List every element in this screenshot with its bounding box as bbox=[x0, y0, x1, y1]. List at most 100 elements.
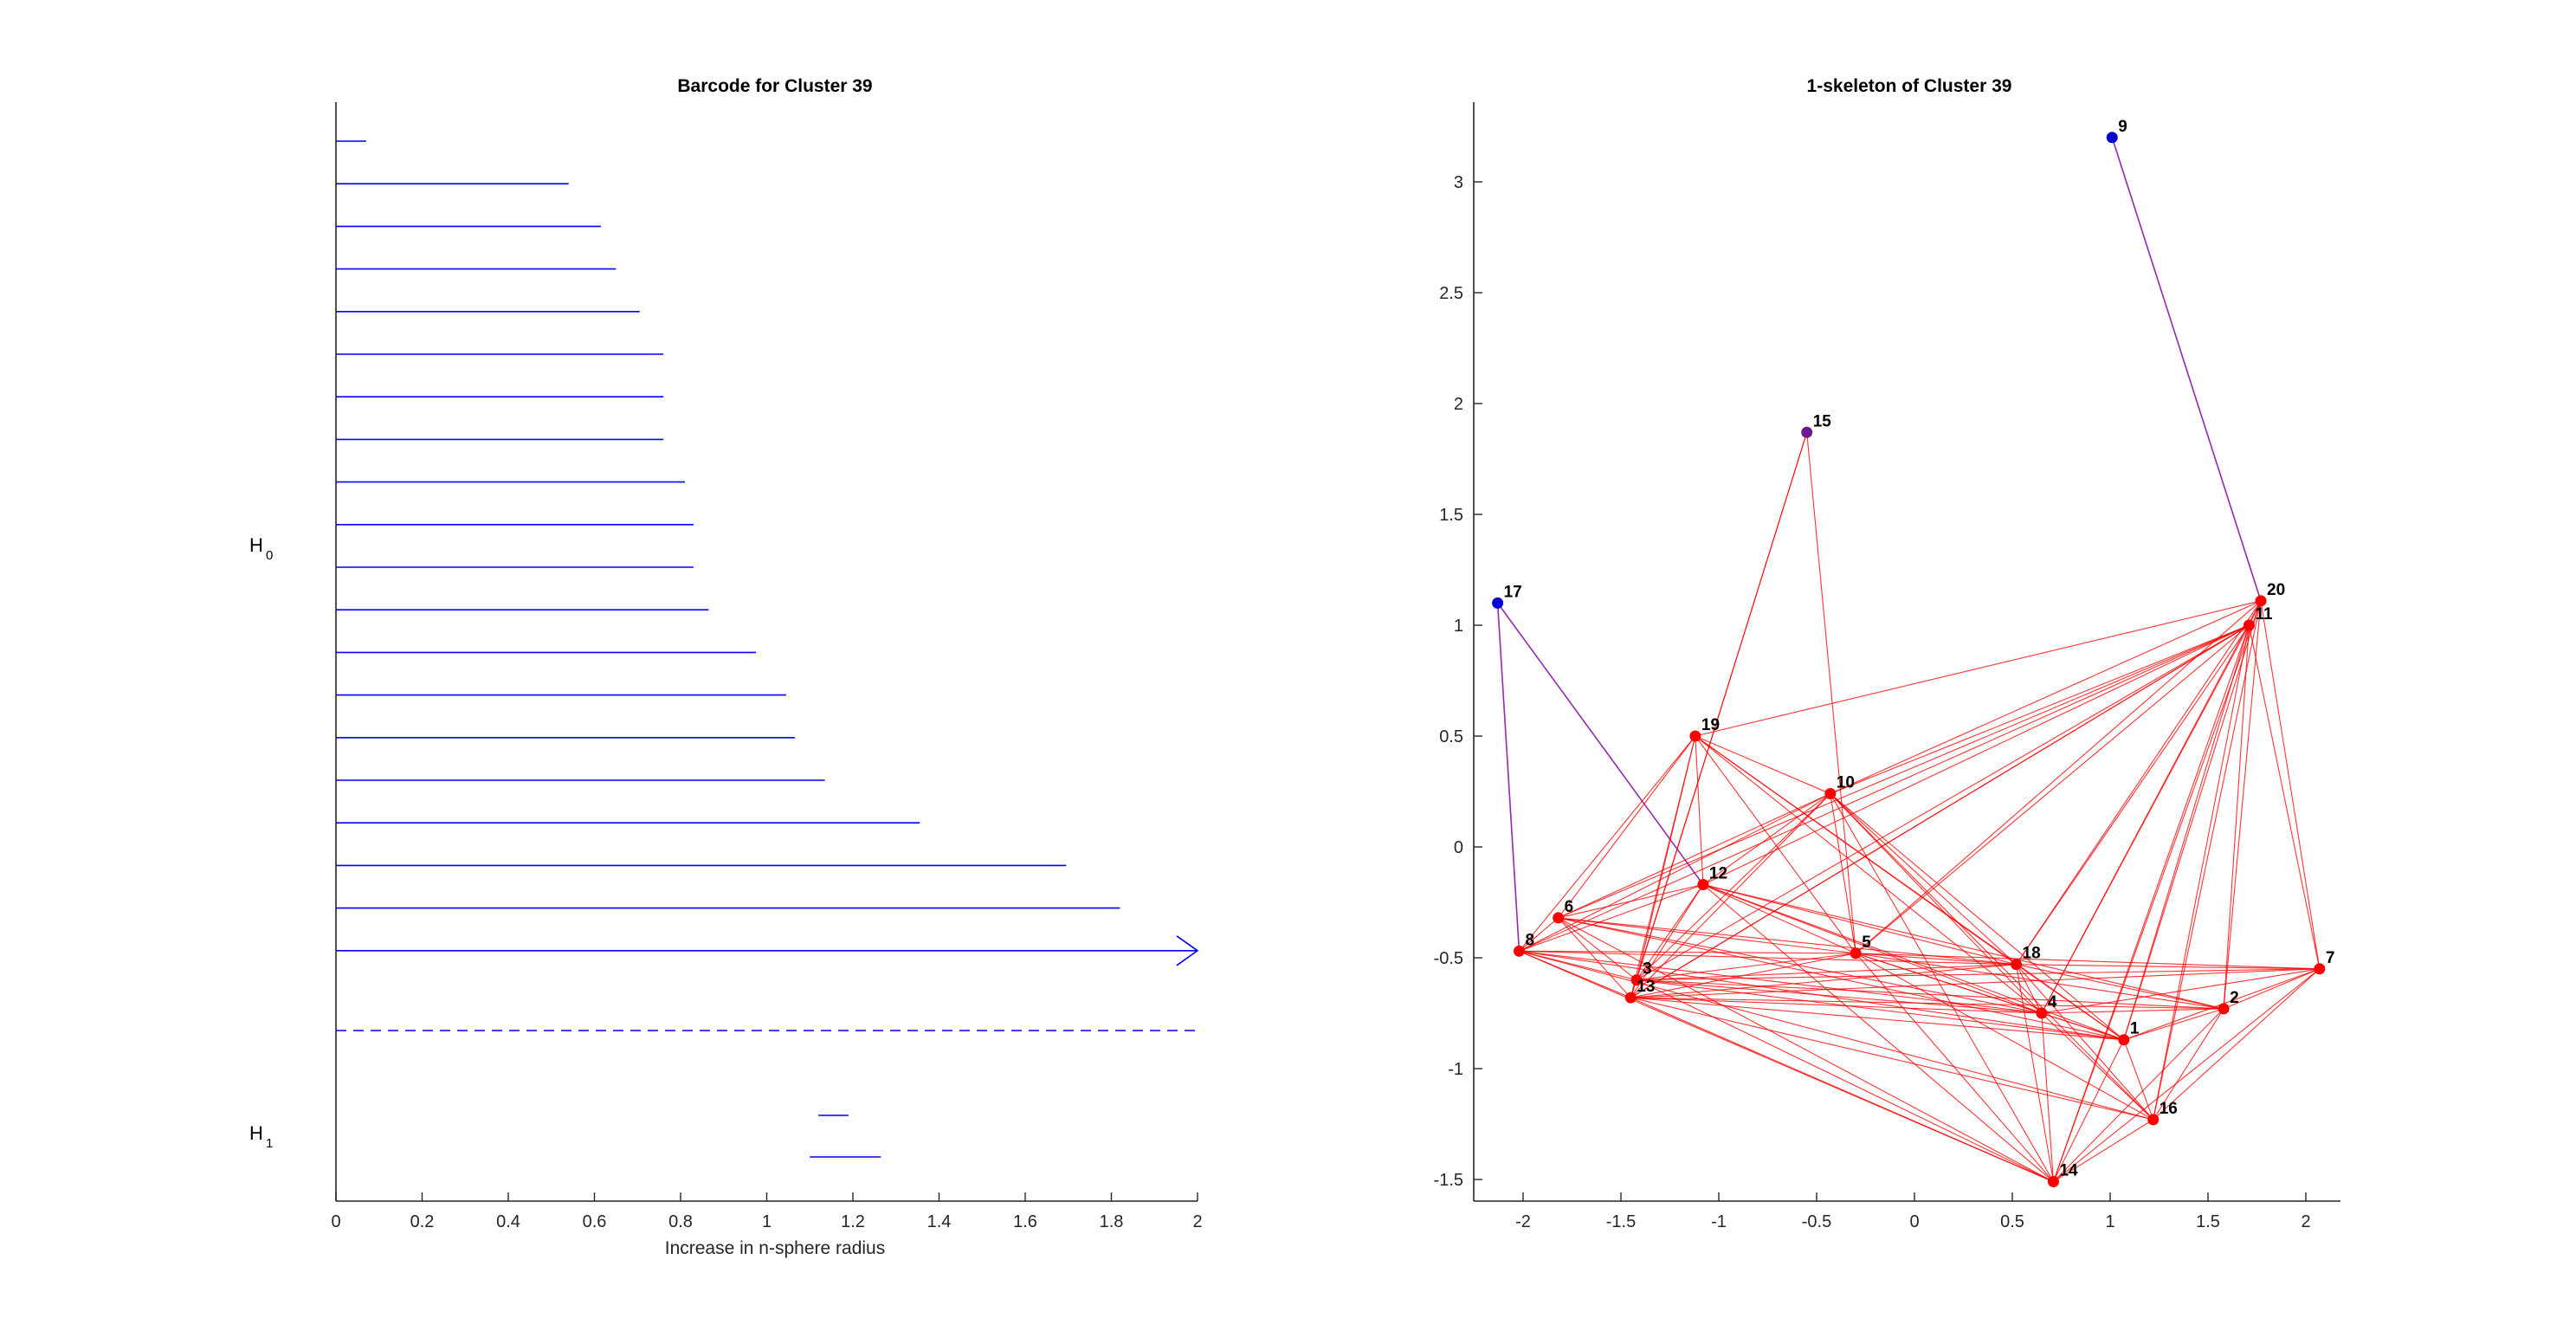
graph-node-2 bbox=[2218, 1003, 2230, 1015]
barcode-x-tick-label: 1 bbox=[762, 1212, 772, 1231]
barcode-x-tick-label: 0.4 bbox=[496, 1212, 520, 1231]
barcode-x-tick-label: 0.6 bbox=[583, 1212, 607, 1231]
graph-edge-12-5 bbox=[1702, 884, 1856, 954]
graph-edge-14-20 bbox=[2052, 600, 2262, 1182]
graph-y-tick-label: 2 bbox=[1454, 395, 1463, 414]
graph-edge-10-4 bbox=[1830, 793, 2043, 1014]
graph-node-10 bbox=[1824, 788, 1837, 800]
graph-edge-7-11 bbox=[2248, 624, 2321, 969]
graph-edge-19-12 bbox=[1695, 735, 1704, 885]
graph-edge-10-14 bbox=[1830, 793, 2054, 1182]
graph-edge-12-2 bbox=[1702, 883, 2224, 1010]
graph-node-18 bbox=[2011, 959, 2023, 971]
graph-edge-10-11 bbox=[1830, 624, 2250, 795]
graph-edge-10-5 bbox=[1830, 793, 1856, 953]
graph-node-label-2: 2 bbox=[2230, 989, 2239, 1007]
graph-node-label-8: 8 bbox=[1525, 931, 1534, 949]
graph-node-5 bbox=[1850, 947, 1862, 960]
graph-node-label-16: 16 bbox=[2160, 1100, 2178, 1118]
graph-x-tick-label: 0 bbox=[1909, 1212, 1919, 1231]
graph-node-15 bbox=[1801, 426, 1813, 438]
graph-edge-13-7 bbox=[1630, 968, 2320, 998]
graph-y-ticks: -1.5 -1 -0.5 0 0.5 1 1.5 2 2.5 3 bbox=[1434, 173, 1482, 1190]
graph-edge-13-18 bbox=[1630, 964, 2017, 998]
graph-edge-16-11 bbox=[2153, 624, 2250, 1120]
barcode-group-labels: H 0H 1 bbox=[249, 534, 273, 1151]
graph-edge-3-11 bbox=[1636, 624, 2250, 981]
graph-edge-19-6 bbox=[1558, 735, 1696, 919]
barcode-infinite-arrow bbox=[1176, 935, 1199, 966]
graph-y-tick-label: -1 bbox=[1448, 1060, 1463, 1079]
graph-node-label-13: 13 bbox=[1637, 978, 1655, 996]
graph-x-tick-label: 1.5 bbox=[2196, 1212, 2220, 1231]
graph-title: 1-skeleton of Cluster 39 bbox=[1807, 76, 2012, 96]
graph-node-label-5: 5 bbox=[1862, 934, 1871, 952]
barcode-x-label: Increase in n-sphere radius bbox=[665, 1238, 885, 1258]
graph-node-label-12: 12 bbox=[1709, 865, 1727, 883]
graph-edge-10-20 bbox=[1830, 600, 2262, 795]
graph-node-20 bbox=[2255, 595, 2267, 607]
graph-edge-11-13 bbox=[1630, 624, 2250, 998]
graph-edge-18-16 bbox=[2016, 964, 2154, 1121]
graph-node-label-18: 18 bbox=[2023, 945, 2041, 963]
graph-edge-12-8 bbox=[1519, 884, 1704, 952]
graph-edge-13-4 bbox=[1630, 997, 2042, 1014]
graph-edge-2-14 bbox=[2053, 1008, 2224, 1182]
barcode-x-tick-label: 0 bbox=[331, 1212, 340, 1231]
graph-edge-5-14 bbox=[1855, 953, 2054, 1182]
graph-edge-11-12 bbox=[1702, 624, 2250, 886]
graph-edge-4-7 bbox=[2041, 968, 2320, 1014]
graph-node-label-20: 20 bbox=[2267, 581, 2285, 599]
graph-y-tick-label: 2.5 bbox=[1439, 284, 1463, 303]
graph-edge-3-14 bbox=[1636, 979, 2054, 1183]
graph-edge-8-18 bbox=[1519, 950, 2017, 966]
graph-x-tick-label: -1.5 bbox=[1606, 1212, 1636, 1231]
graph-edge-11-8 bbox=[1519, 624, 2250, 952]
graph-edge-7-16 bbox=[2153, 968, 2321, 1121]
graph-edge-4-1 bbox=[2041, 1012, 2124, 1041]
graph-edge-5-18 bbox=[1856, 953, 2017, 966]
graph-panel: 1-skeleton of Cluster 39 123456789101112… bbox=[1434, 76, 2340, 1231]
barcode-group-label-h1: H bbox=[249, 1122, 263, 1144]
graph-node-4 bbox=[2036, 1007, 2048, 1019]
graph-edge-6-5 bbox=[1558, 917, 1856, 954]
graph-x-tick-label: -0.5 bbox=[1802, 1212, 1831, 1231]
graph-edge-2-11 bbox=[2223, 624, 2250, 1009]
graph-edge-19-10 bbox=[1695, 735, 1831, 795]
graph-edge-16-20 bbox=[2153, 600, 2262, 1120]
barcode-x-tick-label: 1.4 bbox=[927, 1212, 952, 1231]
graph-edge-10-12 bbox=[1702, 793, 1831, 885]
graph-edge-6-18 bbox=[1558, 917, 2017, 966]
graph-edge-8-4 bbox=[1519, 950, 2042, 1014]
graph-edge-17-8 bbox=[1496, 603, 1520, 952]
graph-edge-4-16 bbox=[2041, 1012, 2154, 1121]
graph-node-label-6: 6 bbox=[1565, 898, 1574, 916]
barcode-x-tick-label: 0.8 bbox=[668, 1212, 693, 1231]
graph-edges bbox=[1496, 137, 2321, 1183]
graph-node-label-10: 10 bbox=[1837, 774, 1855, 792]
graph-edge-11-6 bbox=[1558, 624, 2250, 919]
graph-node-label-7: 7 bbox=[2326, 949, 2335, 967]
graph-edge-12-14 bbox=[1702, 884, 2054, 1182]
graph-edge-3-4 bbox=[1637, 979, 2042, 1014]
graph-edge-3-2 bbox=[1637, 979, 2224, 1010]
graph-edge-6-13 bbox=[1558, 917, 1631, 998]
graph-y-tick-label: 3 bbox=[1454, 173, 1463, 192]
graph-edge-18-20 bbox=[2016, 600, 2262, 965]
graph-node-3 bbox=[1630, 974, 1643, 986]
graph-edge-5-16 bbox=[1855, 953, 2153, 1121]
graph-node-12 bbox=[1697, 879, 1709, 891]
graph-edge-6-8 bbox=[1519, 917, 1559, 952]
graph-edge-1-11 bbox=[2123, 624, 2250, 1040]
graph-y-tick-label: 1 bbox=[1454, 617, 1463, 636]
barcode-x-tick-label: 1.6 bbox=[1013, 1212, 1037, 1231]
graph-edge-5-7 bbox=[1856, 953, 2320, 970]
barcode-x-tick-label: 1.2 bbox=[841, 1212, 865, 1231]
graph-node-label-1: 1 bbox=[2130, 1020, 2140, 1038]
graph-x-tick-label: -2 bbox=[1515, 1212, 1531, 1231]
barcode-x-tick-label: 2 bbox=[1192, 1212, 1202, 1231]
graph-edge-10-18 bbox=[1830, 793, 2017, 966]
graph-edge-19-1 bbox=[1695, 735, 2125, 1041]
